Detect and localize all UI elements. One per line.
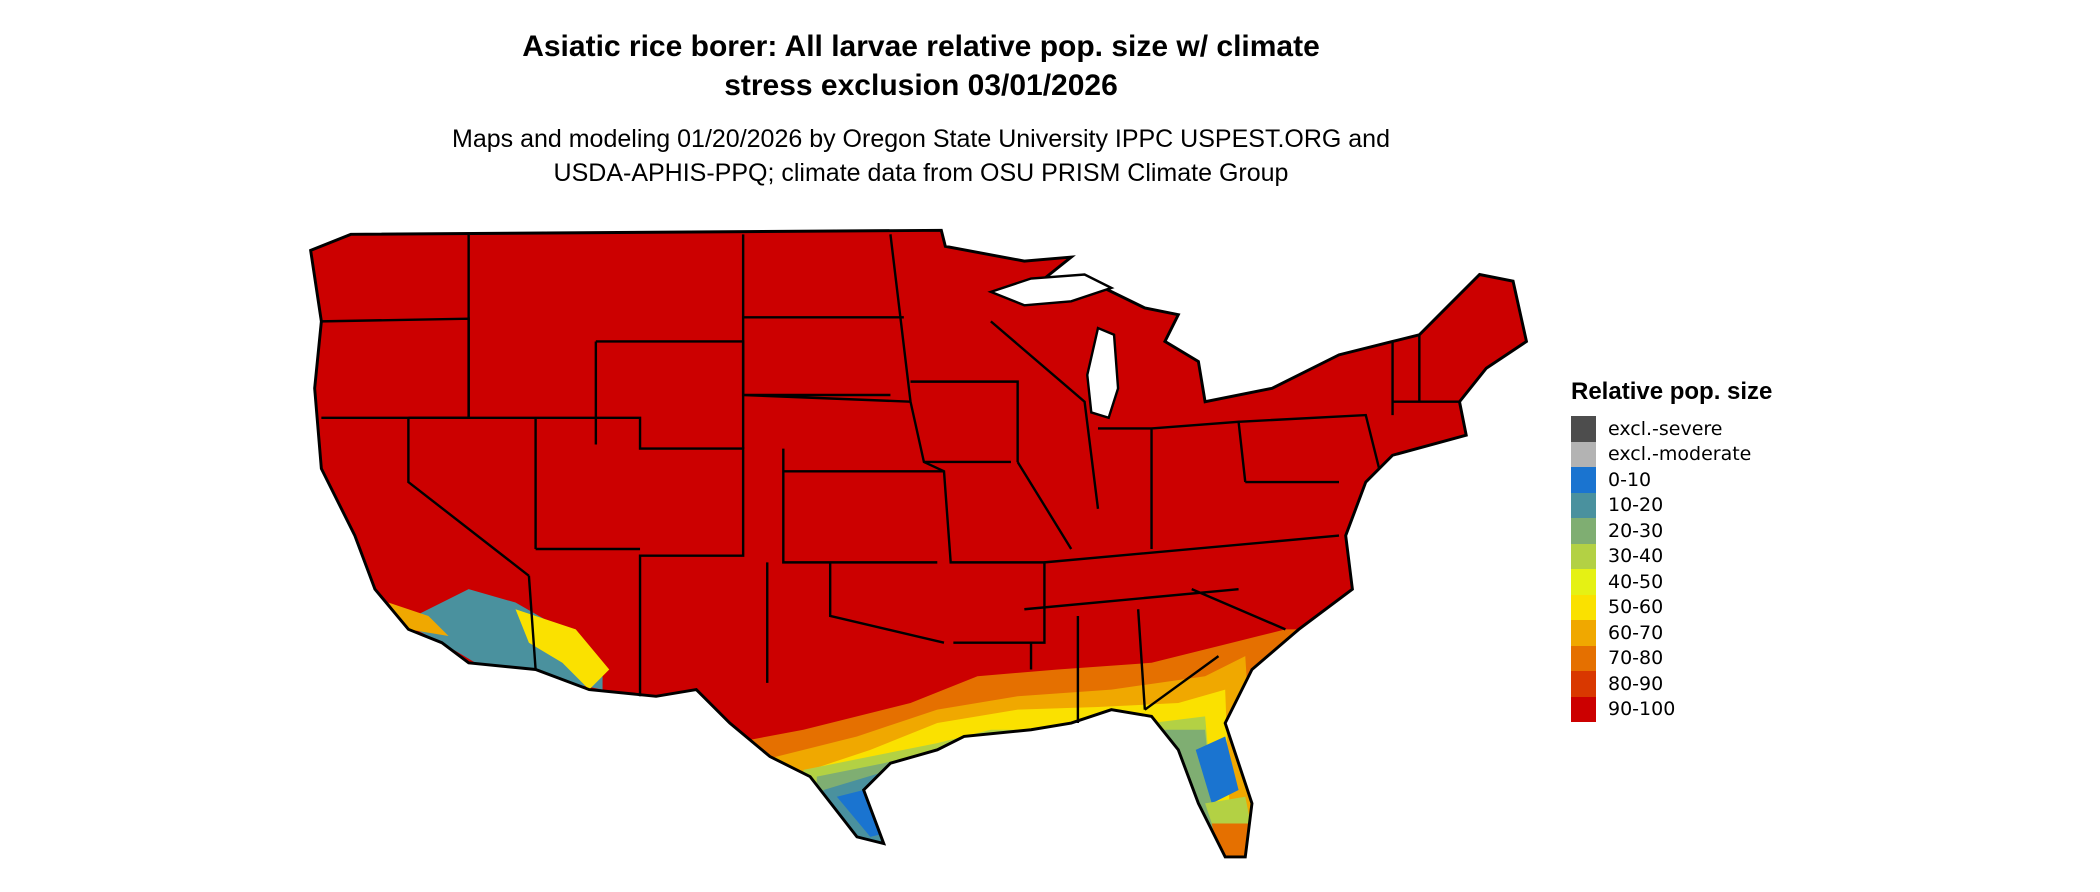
- band-sw-yellow: [515, 609, 610, 690]
- legend-label: 60-70: [1608, 621, 1664, 644]
- legend-swatch: [1571, 569, 1596, 595]
- legend-swatch: [1571, 518, 1596, 544]
- legend: Relative pop. size excl.-severe excl.-mod…: [1571, 378, 1772, 722]
- legend-swatch: [1571, 416, 1596, 442]
- legend-swatch: [1571, 543, 1596, 569]
- legend-label: 0-10: [1608, 468, 1652, 491]
- legend-label: excl.-severe: [1608, 417, 1723, 440]
- legend-label: excl.-moderate: [1608, 443, 1752, 466]
- legend-label: 50-60: [1608, 596, 1664, 619]
- lake-superior-shore: [987, 273, 1115, 307]
- legend-swatch: [1571, 441, 1596, 467]
- legend-swatch: [1571, 696, 1596, 722]
- map-title-line1: Asiatic rice borer: All larvae relative …: [522, 30, 1320, 63]
- legend-label: 90-100: [1608, 698, 1676, 721]
- legend-item: 40-50: [1571, 569, 1772, 595]
- legend-item: 30-40: [1571, 543, 1772, 569]
- legend-label: 10-20: [1608, 494, 1664, 517]
- legend-item: 10-20: [1571, 492, 1772, 518]
- legend-swatch: [1571, 671, 1596, 697]
- legend-label: 40-50: [1608, 570, 1664, 593]
- map-subtitle-line2: USDA-APHIS-PPQ; climate data from OSU PR…: [553, 159, 1289, 187]
- legend-label: 80-90: [1608, 672, 1664, 695]
- band-socal-orange: [388, 602, 449, 637]
- legend-swatch: [1571, 645, 1596, 671]
- legend-item: 90-100: [1571, 696, 1772, 722]
- legend-swatch: [1571, 492, 1596, 518]
- conus-outline: [309, 228, 1529, 859]
- band-sw-desert: [401, 589, 603, 690]
- lake-michigan: [1086, 326, 1120, 420]
- legend-item: excl.-moderate: [1571, 441, 1772, 467]
- legend-item: 60-70: [1571, 620, 1772, 646]
- legend-label: 20-30: [1608, 519, 1664, 542]
- legend-item: 0-10: [1571, 467, 1772, 493]
- map-subtitle-line1: Maps and modeling 01/20/2026 by Oregon S…: [452, 125, 1390, 153]
- state-borders: [321, 234, 1460, 724]
- legend-label: 70-80: [1608, 647, 1664, 670]
- legend-title: Relative pop. size: [1571, 378, 1773, 405]
- band-florida-south: [1205, 796, 1252, 831]
- legend-item: 50-60: [1571, 594, 1772, 620]
- band-0-10-florida: [1195, 736, 1239, 804]
- legend-item: 20-30: [1571, 518, 1772, 544]
- legend-label: 30-40: [1608, 545, 1664, 568]
- legend-swatch: [1571, 620, 1596, 646]
- conus-land: [310, 230, 1527, 857]
- legend-item: excl.-severe: [1571, 416, 1772, 442]
- legend-item: 70-80: [1571, 645, 1772, 671]
- legend-swatch: [1571, 467, 1596, 493]
- legend-swatch: [1571, 594, 1596, 620]
- map-title-line2: stress exclusion 03/01/2026: [724, 69, 1118, 102]
- legend-item: 80-90: [1571, 671, 1772, 697]
